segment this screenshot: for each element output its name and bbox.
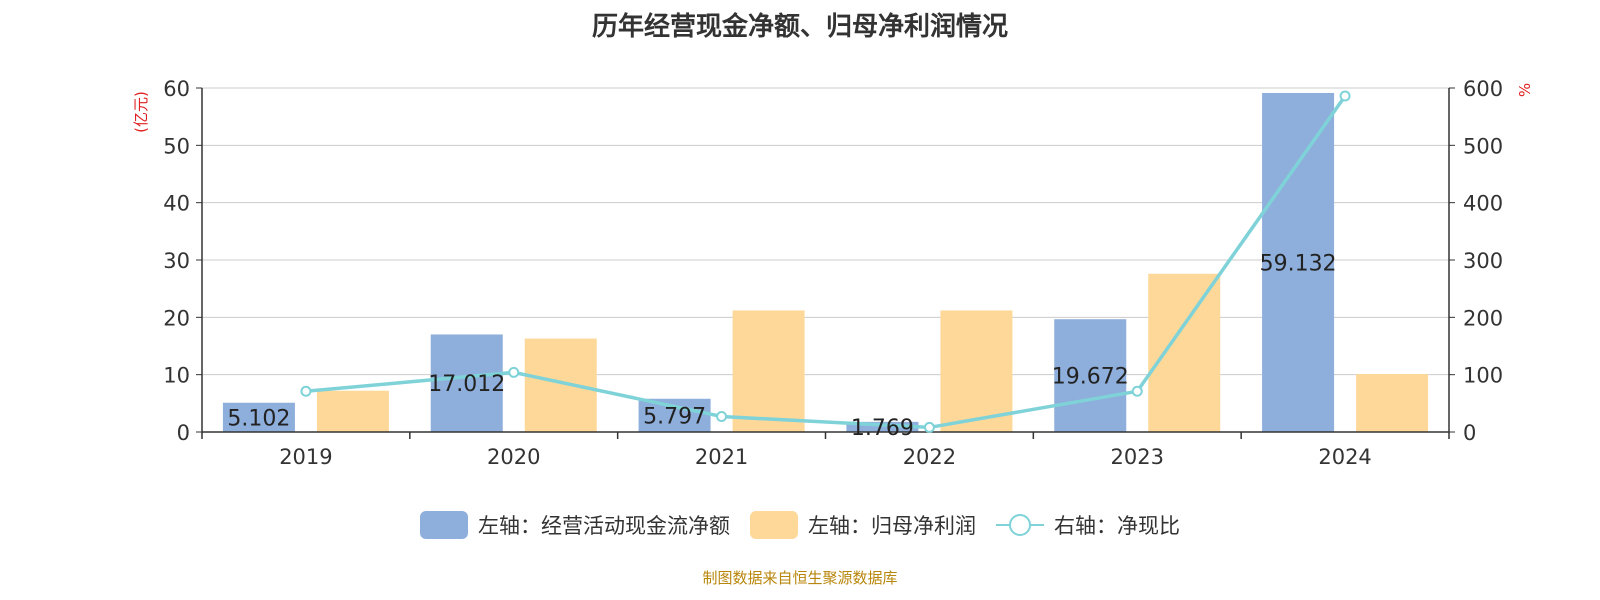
legend-label-cashflow: 左轴：经营活动现金流净额 xyxy=(478,514,730,538)
legend: 左轴：经营活动现金流净额 左轴：归母净利润 右轴：净现比 xyxy=(0,510,1600,540)
bar-cashflow xyxy=(1262,92,1335,432)
legend-label-ratio: 右轴：净现比 xyxy=(1054,514,1180,538)
chart-plot: 0 0 10 100 20 200 30 300 40 400 50 500 60 600 (亿元)% 201… xyxy=(132,77,1534,469)
grid-lines xyxy=(202,87,1449,376)
right-tick-label: 0 xyxy=(1463,421,1476,445)
bars xyxy=(222,92,1429,432)
x-tick-label: 2020 xyxy=(487,445,540,469)
bar-cashflow xyxy=(846,421,919,432)
data-label-cashflow: 19.672 xyxy=(1052,365,1129,390)
ratio-series-line xyxy=(305,95,1347,430)
left-tick-label: 30 xyxy=(163,249,190,273)
ratio-point xyxy=(300,385,312,397)
x-tick-label: 2023 xyxy=(1111,445,1164,469)
ratio-point xyxy=(923,421,935,433)
left-tick-label: 40 xyxy=(163,192,190,216)
ratio-point xyxy=(1131,385,1143,397)
legend-swatch-cashflow xyxy=(420,511,468,539)
left-tick-label: 10 xyxy=(163,364,190,388)
right-tick-label: 600 xyxy=(1463,77,1503,101)
bar-cashflow xyxy=(1054,319,1127,432)
source-footer: 制图数据来自恒生聚源数据库 xyxy=(702,569,898,587)
bar-cashflow xyxy=(430,334,503,432)
data-label-cashflow: 17.012 xyxy=(428,372,505,397)
left-tick-label: 50 xyxy=(163,134,190,158)
ratio-point xyxy=(716,411,728,423)
left-axis-unit: (亿元) xyxy=(132,91,150,133)
x-tick-label: 2024 xyxy=(1318,445,1371,469)
left-tick-label: 20 xyxy=(163,306,190,330)
bar-cashflow xyxy=(638,398,711,432)
data-label-cashflow: 59.132 xyxy=(1260,251,1337,276)
data-labels: 5.102 17.012 5.797 1.769 19.672 59.132 xyxy=(227,251,1336,440)
ratio-point xyxy=(1339,90,1351,102)
right-tick-label: 100 xyxy=(1463,364,1503,388)
bar-netprofit xyxy=(1356,374,1429,432)
right-tick-label: 200 xyxy=(1463,306,1503,330)
legend-label-netprofit: 左轴：归母净利润 xyxy=(808,514,976,538)
legend-swatch-netprofit xyxy=(750,511,798,539)
data-label-cashflow: 5.102 xyxy=(227,406,290,431)
bar-netprofit xyxy=(732,310,805,432)
right-axis-unit: % xyxy=(1516,83,1534,97)
ratio-line xyxy=(300,90,1351,433)
bar-netprofit xyxy=(316,390,389,432)
legend-swatch-ratio xyxy=(996,514,1044,536)
bar-netprofit xyxy=(524,338,597,432)
legend-item-ratio[interactable]: 右轴：净现比 xyxy=(996,510,1180,540)
x-tick-label: 2021 xyxy=(695,445,748,469)
data-label-cashflow: 5.797 xyxy=(643,404,706,429)
left-tick-label: 60 xyxy=(163,77,190,101)
right-tick-label: 500 xyxy=(1463,134,1503,158)
x-tick-label: 2022 xyxy=(903,445,956,469)
right-tick-label: 300 xyxy=(1463,249,1503,273)
legend-item-netprofit[interactable]: 左轴：归母净利润 xyxy=(750,510,976,540)
axes: 0 0 10 100 20 200 30 300 40 400 50 500 60 600 (亿元)% 201… xyxy=(132,77,1534,469)
left-tick-label: 0 xyxy=(177,421,190,445)
legend-item-cashflow[interactable]: 左轴：经营活动现金流净额 xyxy=(420,510,730,540)
right-tick-label: 400 xyxy=(1463,192,1503,216)
data-label-cashflow: 1.769 xyxy=(851,416,914,441)
x-tick-label: 2019 xyxy=(279,445,332,469)
bar-netprofit xyxy=(1148,273,1221,432)
bar-cashflow xyxy=(222,402,295,432)
ratio-point xyxy=(508,366,520,378)
chart-title: 历年经营现金净额、归母净利润情况 xyxy=(591,12,1008,42)
bar-netprofit xyxy=(940,310,1013,432)
